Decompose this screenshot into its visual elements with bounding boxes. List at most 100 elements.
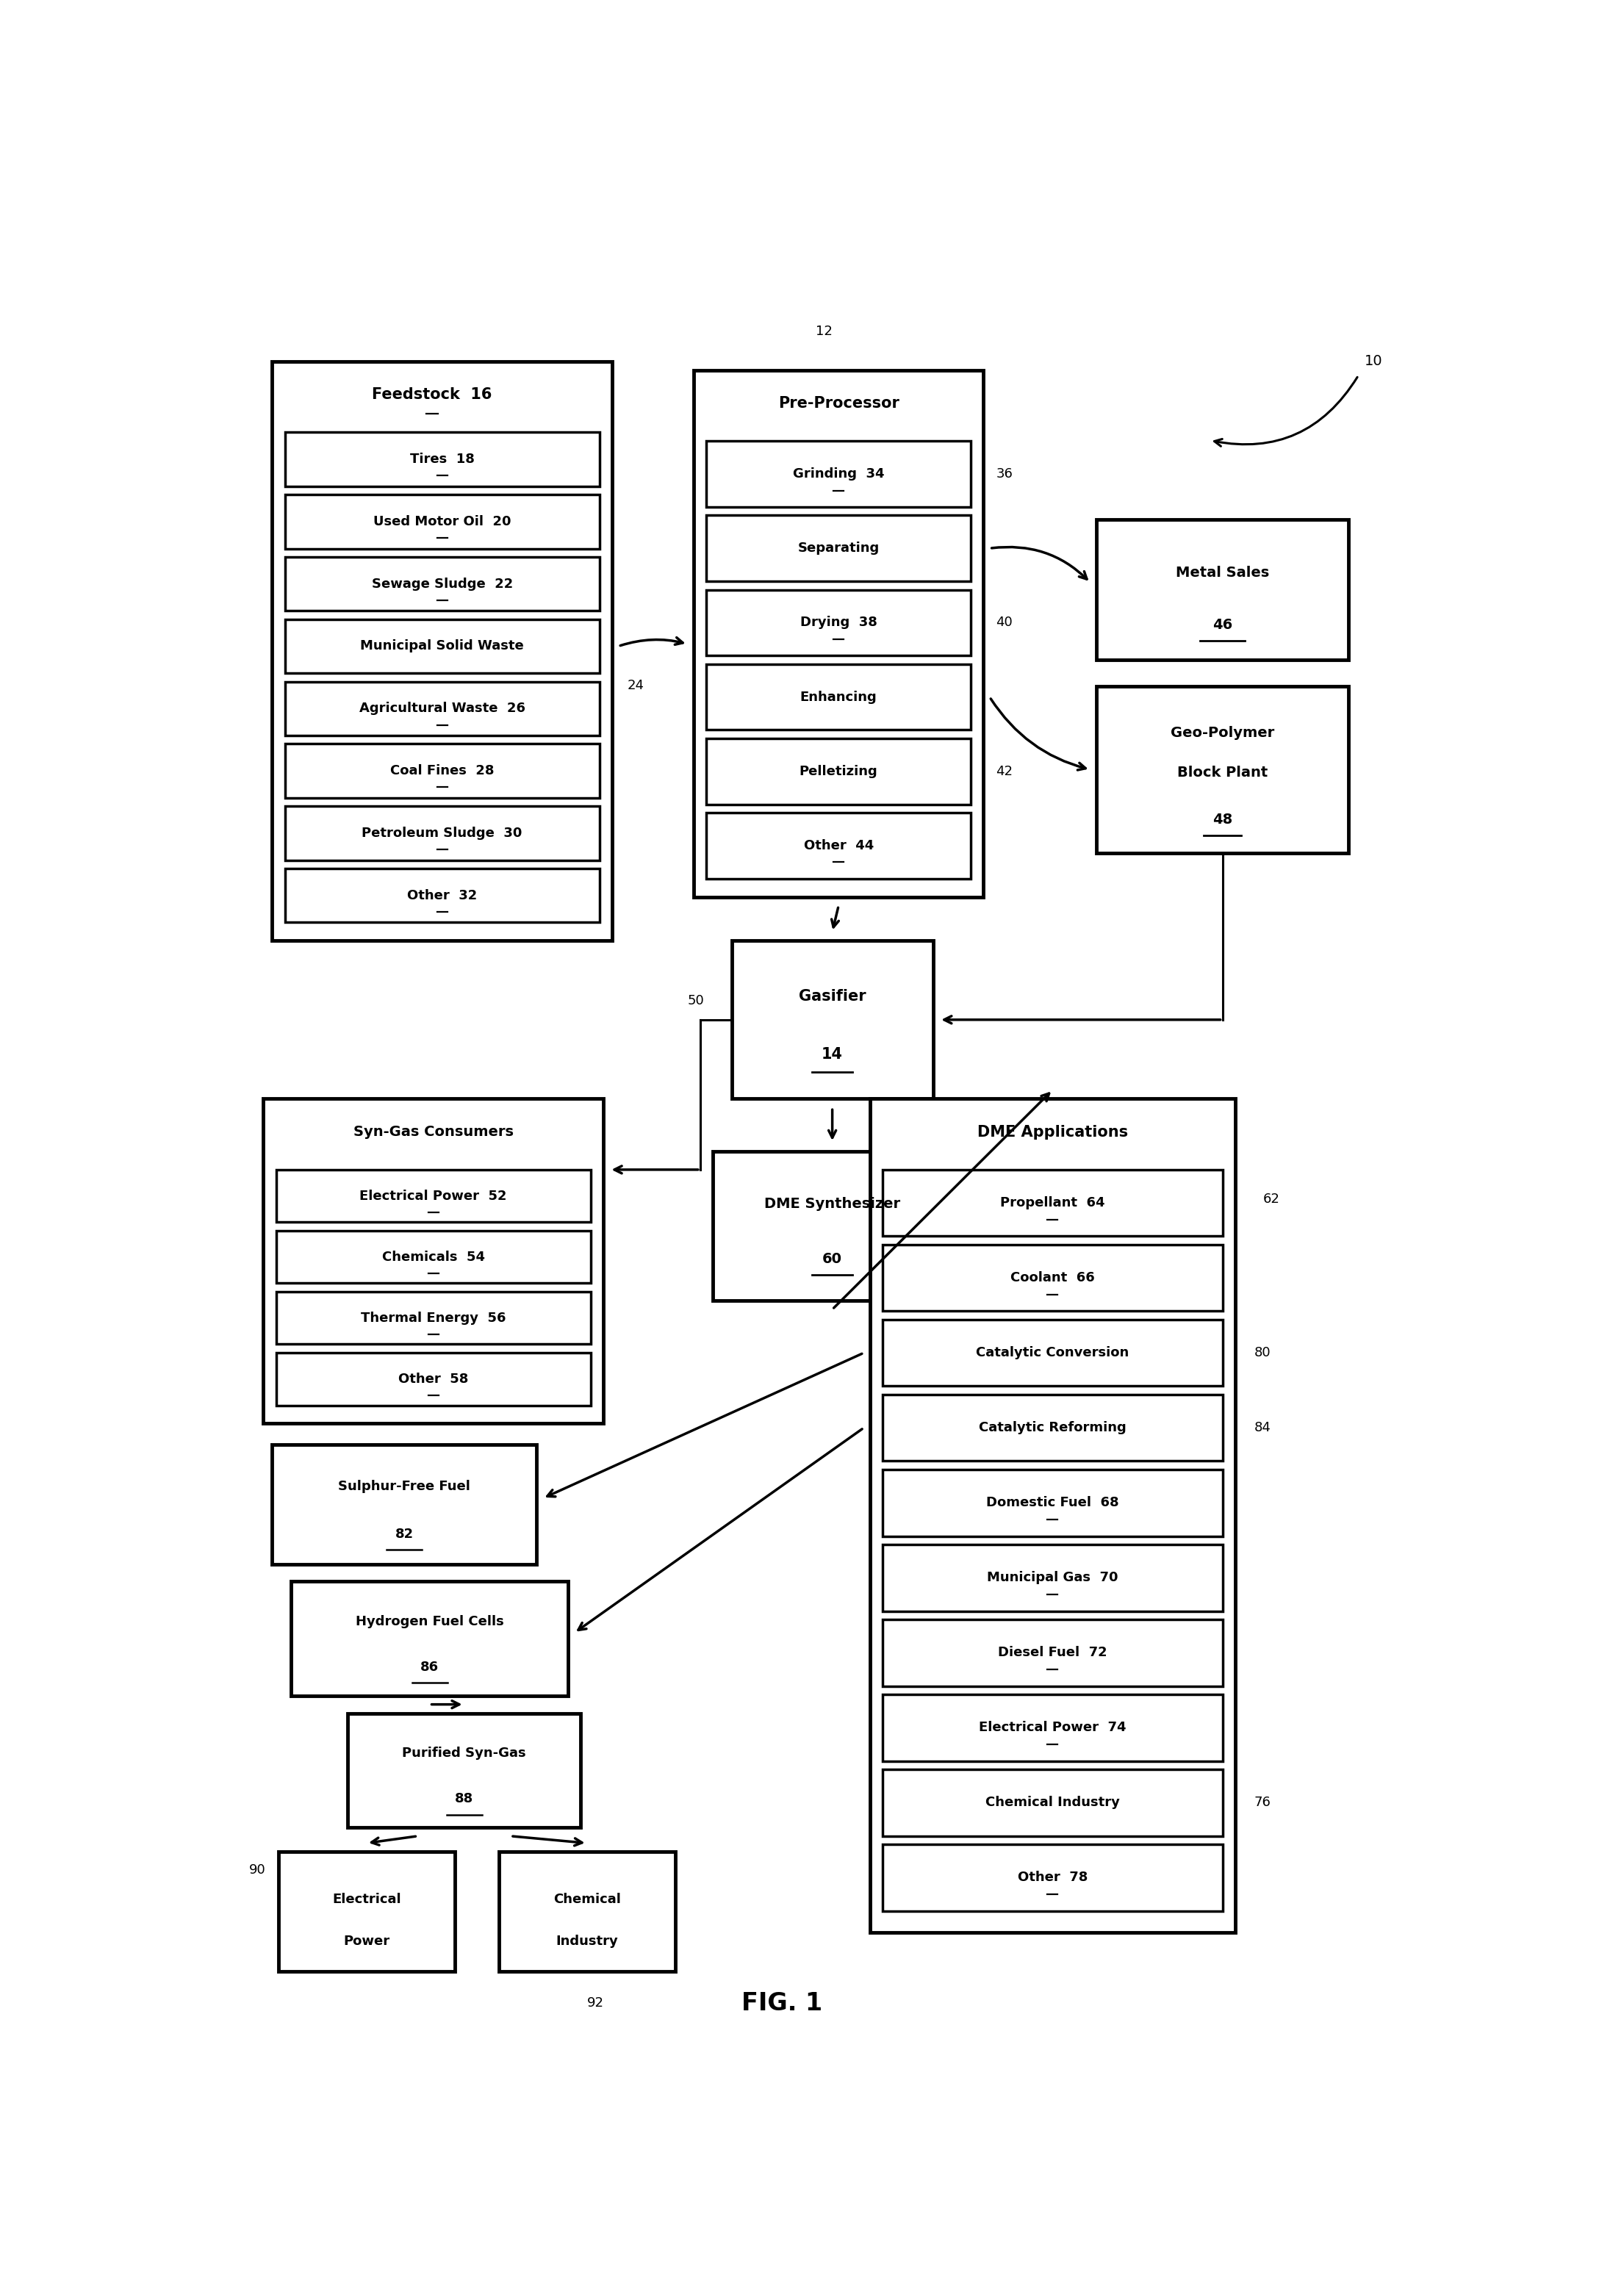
Text: Used Motor Oil  20: Used Motor Oil 20 (374, 515, 512, 529)
Text: Domestic Fuel  68: Domestic Fuel 68 (986, 1496, 1119, 1509)
Text: Other  32: Other 32 (408, 889, 477, 903)
Bar (883, 1320, 1223, 1386)
Text: Diesel Fuel  72: Diesel Fuel 72 (997, 1646, 1108, 1660)
Bar (883, 1395, 1223, 1461)
Bar (706, 739, 971, 805)
Bar (284, 556, 599, 611)
Bar (284, 807, 599, 860)
Text: 46: 46 (1213, 618, 1233, 632)
Bar (883, 1544, 1223, 1612)
Bar (693, 369, 984, 896)
Text: 76: 76 (1254, 1797, 1270, 1810)
Text: Separating: Separating (797, 543, 880, 554)
Text: Geo-Polymer: Geo-Polymer (1171, 725, 1275, 739)
Text: Syn-Gas Consumers: Syn-Gas Consumers (354, 1124, 513, 1140)
Bar (263, 1099, 603, 1423)
Text: Agricultural Waste  26: Agricultural Waste 26 (359, 702, 525, 716)
Bar (870, 1099, 1236, 1933)
Text: 50: 50 (687, 994, 703, 1008)
Bar (883, 1619, 1223, 1685)
Bar (706, 515, 971, 581)
Text: 42: 42 (996, 764, 1013, 777)
Bar (273, 360, 612, 942)
Bar (1096, 686, 1348, 853)
Text: Grinding  34: Grinding 34 (793, 467, 885, 481)
Text: Propellant  64: Propellant 64 (1000, 1197, 1104, 1208)
Text: Chemical Industry: Chemical Industry (986, 1797, 1119, 1810)
Text: Pelletizing: Pelletizing (799, 764, 879, 777)
Bar (706, 440, 971, 506)
Text: 40: 40 (996, 616, 1013, 629)
Text: Drying  38: Drying 38 (801, 616, 877, 629)
Text: Hydrogen Fuel Cells: Hydrogen Fuel Cells (356, 1614, 503, 1628)
Bar (706, 663, 971, 730)
Bar (284, 869, 599, 923)
Text: Catalytic Reforming: Catalytic Reforming (979, 1420, 1127, 1434)
Bar (284, 433, 599, 486)
Bar (731, 942, 932, 1099)
Text: Coal Fines  28: Coal Fines 28 (390, 764, 494, 777)
Bar (883, 1245, 1223, 1311)
Text: Other  44: Other 44 (804, 839, 874, 853)
Bar (706, 591, 971, 657)
Text: Electrical Power  52: Electrical Power 52 (359, 1190, 507, 1202)
Text: Petroleum Sludge  30: Petroleum Sludge 30 (362, 828, 523, 839)
Bar (713, 1151, 952, 1300)
Text: Enhancing: Enhancing (801, 691, 877, 705)
Text: 88: 88 (455, 1792, 474, 1806)
Text: DME Applications: DME Applications (978, 1124, 1129, 1140)
Bar (284, 743, 599, 798)
Bar (883, 1694, 1223, 1760)
Bar (883, 1769, 1223, 1835)
Text: 80: 80 (1254, 1345, 1270, 1359)
Text: Tires  18: Tires 18 (409, 454, 474, 465)
Text: Municipal Solid Waste: Municipal Solid Waste (361, 641, 525, 652)
Bar (284, 620, 599, 673)
Text: Metal Sales: Metal Sales (1176, 565, 1270, 579)
Text: Chemical: Chemical (554, 1892, 620, 1906)
Text: Purified Syn-Gas: Purified Syn-Gas (403, 1746, 526, 1760)
Text: 84: 84 (1254, 1420, 1270, 1434)
Bar (284, 682, 599, 736)
Bar (276, 1231, 591, 1284)
Bar (276, 1293, 591, 1345)
Text: Catalytic Conversion: Catalytic Conversion (976, 1345, 1129, 1359)
Bar (706, 812, 971, 878)
Text: 14: 14 (822, 1047, 843, 1062)
Bar (276, 1352, 591, 1404)
Text: 60: 60 (822, 1252, 843, 1265)
Text: Other  58: Other 58 (398, 1373, 468, 1386)
Text: Thermal Energy  56: Thermal Energy 56 (361, 1311, 507, 1325)
Bar (284, 495, 599, 549)
Bar (348, 1712, 581, 1826)
Bar (291, 1582, 568, 1696)
Text: 12: 12 (815, 326, 833, 337)
Text: Chemicals  54: Chemicals 54 (382, 1249, 484, 1263)
Bar (883, 1845, 1223, 1911)
Bar (883, 1170, 1223, 1236)
Text: 10: 10 (1364, 353, 1382, 369)
Text: 48: 48 (1213, 812, 1233, 828)
Text: Electrical Power  74: Electrical Power 74 (979, 1721, 1125, 1735)
Text: Feedstock  16: Feedstock 16 (372, 388, 492, 401)
Text: 86: 86 (421, 1660, 438, 1674)
Text: 24: 24 (627, 679, 645, 693)
Text: 92: 92 (588, 1997, 604, 2009)
Text: Municipal Gas  70: Municipal Gas 70 (987, 1571, 1119, 1585)
Text: Industry: Industry (555, 1936, 619, 1947)
Bar (499, 1851, 676, 1972)
Text: 82: 82 (395, 1528, 414, 1541)
Text: Sulphur-Free Fuel: Sulphur-Free Fuel (338, 1480, 471, 1493)
Text: Block Plant: Block Plant (1177, 766, 1268, 780)
Text: Pre-Processor: Pre-Processor (778, 397, 900, 410)
Text: DME Synthesizer: DME Synthesizer (765, 1197, 900, 1211)
Text: Coolant  66: Coolant 66 (1010, 1272, 1095, 1284)
Text: 36: 36 (996, 467, 1013, 481)
Bar (276, 1170, 591, 1222)
Text: Electrical: Electrical (333, 1892, 401, 1906)
Text: Sewage Sludge  22: Sewage Sludge 22 (372, 577, 513, 591)
Bar (1096, 520, 1348, 659)
Bar (273, 1446, 536, 1564)
Text: FIG. 1: FIG. 1 (742, 1990, 822, 2016)
Bar (883, 1471, 1223, 1537)
